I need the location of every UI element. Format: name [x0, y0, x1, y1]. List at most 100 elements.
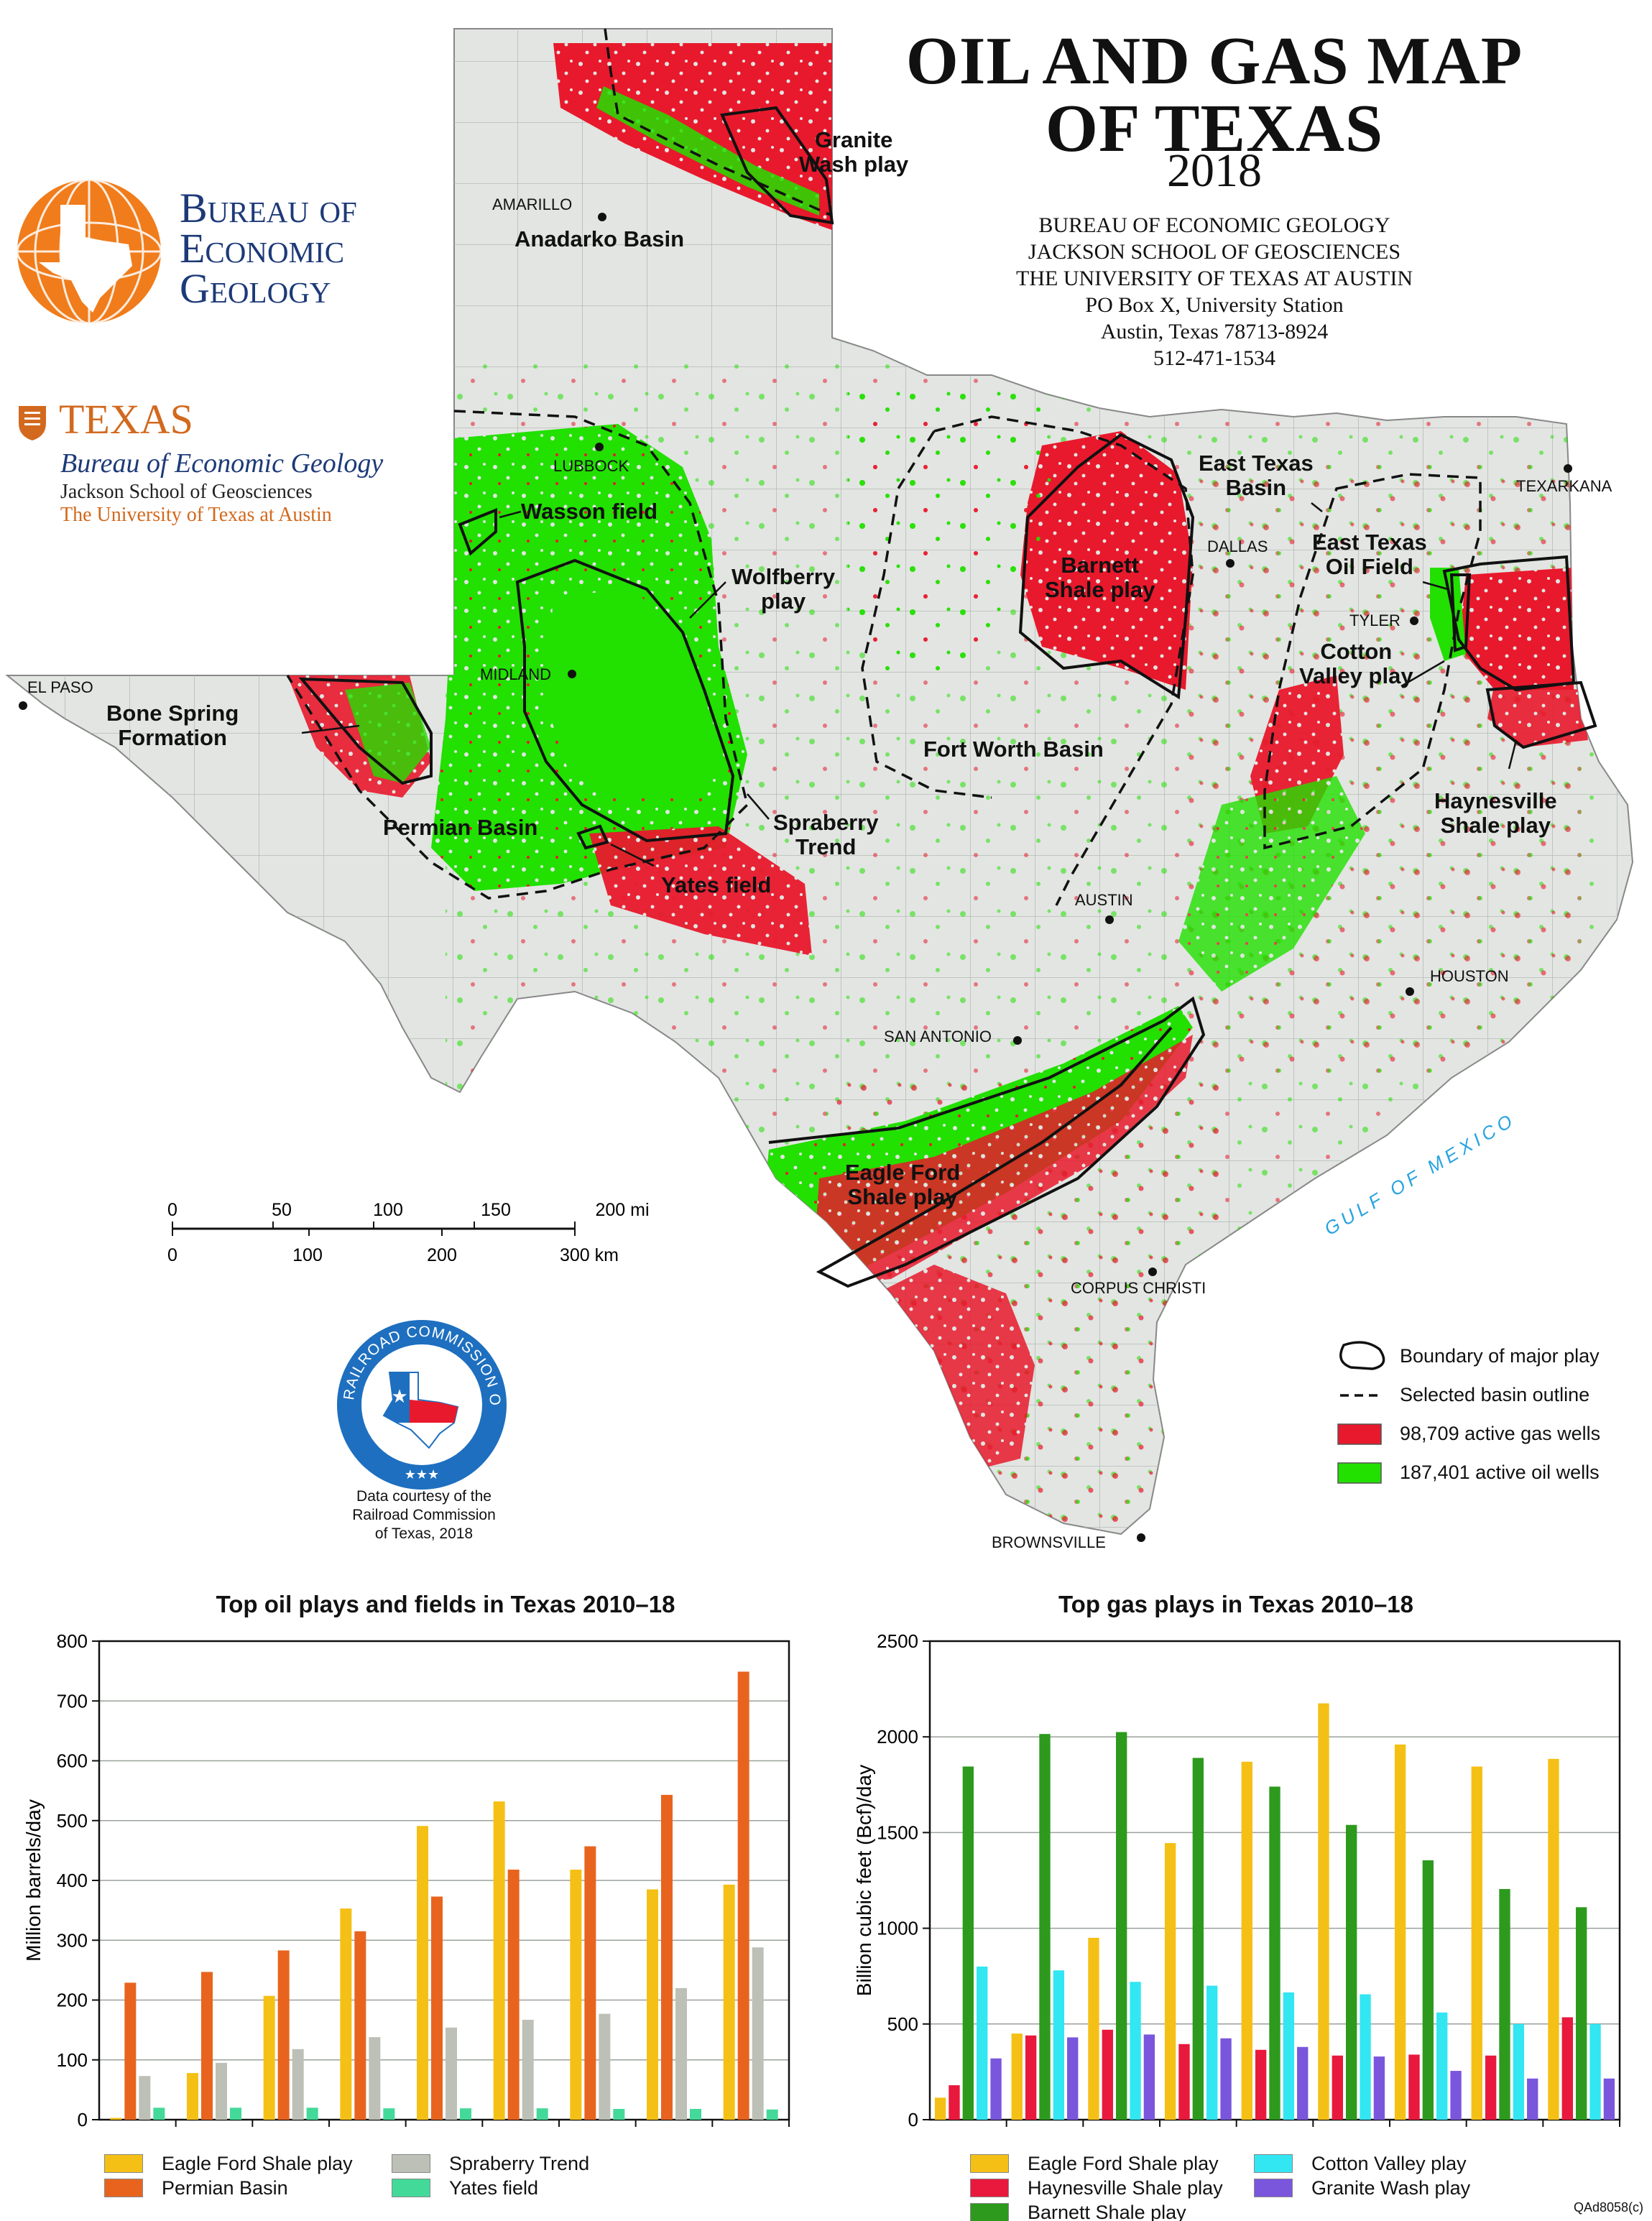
city-midland: MIDLAND	[480, 665, 552, 683]
bar-spraberry-trend-2010	[139, 2076, 151, 2120]
legend-swatch	[392, 2179, 430, 2197]
y-tick-label: 2500	[877, 1630, 918, 1652]
credit-line: of Texas, 2018	[374, 1525, 474, 1542]
y-tick-label: 500	[887, 2013, 918, 2035]
y-tick-label: 600	[57, 1750, 88, 1772]
y-tick-label: 500	[57, 1810, 88, 1832]
scale-mi-100: 100	[373, 1200, 403, 1220]
y-tick-label: 100	[57, 2049, 88, 2071]
railroad-commission-seal: RAILROAD COMMISSION OF TEXAS ★ ★★★	[332, 1315, 507, 1490]
bar-eagle-ford-shale-play-2014	[417, 1826, 428, 2120]
bar-haynesville-shale-play-2012	[1102, 2029, 1113, 2120]
bar-granite-wash-play-2011	[1067, 2037, 1079, 2120]
bar-yates-field-2014	[460, 2108, 471, 2120]
oil-legend-permian: Permian Basin	[104, 2177, 288, 2199]
city-dot	[1406, 987, 1414, 996]
y-tick-label: 0	[908, 2109, 918, 2127]
city-tyler: TYLER	[1349, 611, 1400, 629]
city-dot	[1148, 1268, 1157, 1276]
bar-yates-field-2012	[306, 2107, 318, 2120]
label-east-texas-oil-field: East Texas Oil Field	[1312, 530, 1427, 579]
legend-swatch	[1254, 2154, 1293, 2173]
legend-swatch	[104, 2154, 143, 2173]
bar-eagle-ford-shale-play-2014	[1241, 1761, 1252, 2120]
bar-eagle-ford-shale-play-2013	[1164, 1843, 1176, 2120]
ut-wordmark: TEXAS	[59, 396, 193, 443]
city-brownsville: BROWNSVILLE	[992, 1533, 1106, 1551]
label-anadarko-basin: Anadarko Basin	[514, 226, 685, 251]
publisher-line: PO Box X, University Station	[1085, 293, 1344, 317]
scale-km-300: 300 km	[560, 1245, 619, 1265]
bar-haynesville-shale-play-2015	[1332, 2055, 1343, 2120]
label-east-texas-basin: East Texas Basin	[1199, 451, 1314, 500]
y-tick-label: 700	[57, 1690, 88, 1712]
bar-cotton-valley-play-2015	[1360, 1994, 1371, 2120]
ut-uta-line: The University of Texas at Austin	[60, 504, 332, 526]
bar-eagle-ford-shale-play-2017	[1471, 1766, 1482, 2120]
bar-yates-field-2018	[766, 2109, 778, 2120]
publisher-line: JACKSON SCHOOL OF GEOSCIENCES	[1028, 240, 1401, 264]
city-lubbock: LUBBOCK	[553, 457, 629, 475]
bar-barnett-shale-play-2017	[1499, 1888, 1510, 2120]
bar-permian-basin-2017	[661, 1794, 673, 2120]
gas-chart: 0 500 1000 1500 2000 2500 Billion cubic feet (…	[853, 1630, 1621, 2127]
bar-spraberry-trend-2013	[369, 2037, 381, 2120]
bar-eagle-ford-shale-play-2018	[723, 1884, 735, 2120]
bar-eagle-ford-shale-play-2012	[1088, 1937, 1099, 2120]
label-wolfberry: Wolfberry play	[732, 564, 836, 614]
plot-frame	[98, 1640, 790, 2121]
bar-cotton-valley-play-2014	[1283, 1992, 1295, 2120]
bar-barnett-shale-play-2018	[1575, 1907, 1587, 2120]
label-spraberry-trend: Spraberry Trend	[773, 810, 879, 859]
city-dot	[1013, 1036, 1022, 1045]
city-austin: AUSTIN	[1075, 891, 1133, 909]
bar-permian-basin-2014	[431, 1896, 443, 2120]
oil-legend-eagle-ford: Eagle Ford Shale play	[104, 2153, 353, 2175]
y-tick-label: 1000	[877, 1918, 918, 1939]
texas-map: 0 50 100 150 200 mi 0 100 200 300 km GUL…	[5, 28, 1634, 1536]
bar-cotton-valley-play-2010	[977, 1966, 988, 2120]
publisher-line: BUREAU OF ECONOMIC GEOLOGY	[1038, 213, 1390, 237]
bar-eagle-ford-shale-play-2012	[263, 1995, 275, 2120]
label-permian-basin: Permian Basin	[383, 815, 538, 840]
legend-swatch	[392, 2154, 430, 2173]
publisher-block: BUREAU OF ECONOMIC GEOLOGY JACKSON SCHOO…	[884, 212, 1545, 371]
gas-legend-haynesville: Haynesville Shale play	[970, 2177, 1223, 2199]
gas-legend-eagle-ford: Eagle Ford Shale play	[970, 2153, 1219, 2175]
label-wasson-field: Wasson field	[521, 499, 658, 524]
basin-outlines	[286, 28, 1482, 906]
bar-cotton-valley-play-2011	[1053, 1970, 1065, 2120]
bar-granite-wash-play-2010	[990, 2058, 1002, 2120]
publisher-line: Austin, Texas 78713-8924	[1100, 320, 1329, 343]
bar-eagle-ford-shale-play-2010	[110, 2118, 122, 2120]
legend-oil-well-swatch	[1337, 1462, 1382, 1484]
label-fort-worth-basin: Fort Worth Basin	[923, 737, 1104, 762]
bar-barnett-shale-play-2011	[1039, 1734, 1051, 2120]
city-dot	[1410, 617, 1418, 625]
legend-play-boundary-icon	[1339, 1341, 1385, 1370]
orange-globe-texas-icon	[16, 178, 162, 325]
bar-spraberry-trend-2018	[752, 1947, 764, 2120]
y-axis-label: Billion cubic feet (Bcf)/day	[853, 1765, 875, 1996]
bar-granite-wash-play-2013	[1220, 2038, 1232, 2120]
legend-swatch	[970, 2203, 1009, 2221]
oil-legend-yates: Yates field	[392, 2177, 538, 2199]
label-barnett-shale: Barnett Shale play	[1045, 553, 1155, 602]
y-tick-label: 2000	[877, 1726, 918, 1747]
scale-km-0: 0	[167, 1245, 177, 1265]
legend-swatch	[104, 2179, 143, 2197]
scale-km-200: 200	[427, 1245, 457, 1265]
bar-spraberry-trend-2014	[446, 2027, 457, 2120]
map-title: OIL AND GAS MAP OF TEXAS	[855, 27, 1574, 162]
bar-granite-wash-play-2018	[1603, 2078, 1615, 2120]
city-dot	[1137, 1533, 1145, 1542]
city-dallas: DALLAS	[1207, 537, 1268, 555]
bar-barnett-shale-play-2015	[1345, 1824, 1357, 2120]
bar-eagle-ford-shale-play-2016	[570, 1870, 582, 2120]
bar-haynesville-shale-play-2018	[1561, 2017, 1573, 2120]
leader-lines	[301, 502, 1518, 867]
bar-eagle-ford-shale-play-2018	[1548, 1758, 1559, 2120]
bar-eagle-ford-shale-play-2017	[647, 1889, 658, 2120]
bar-haynesville-shale-play-2017	[1485, 2055, 1497, 2120]
bar-permian-basin-2013	[354, 1931, 366, 2120]
